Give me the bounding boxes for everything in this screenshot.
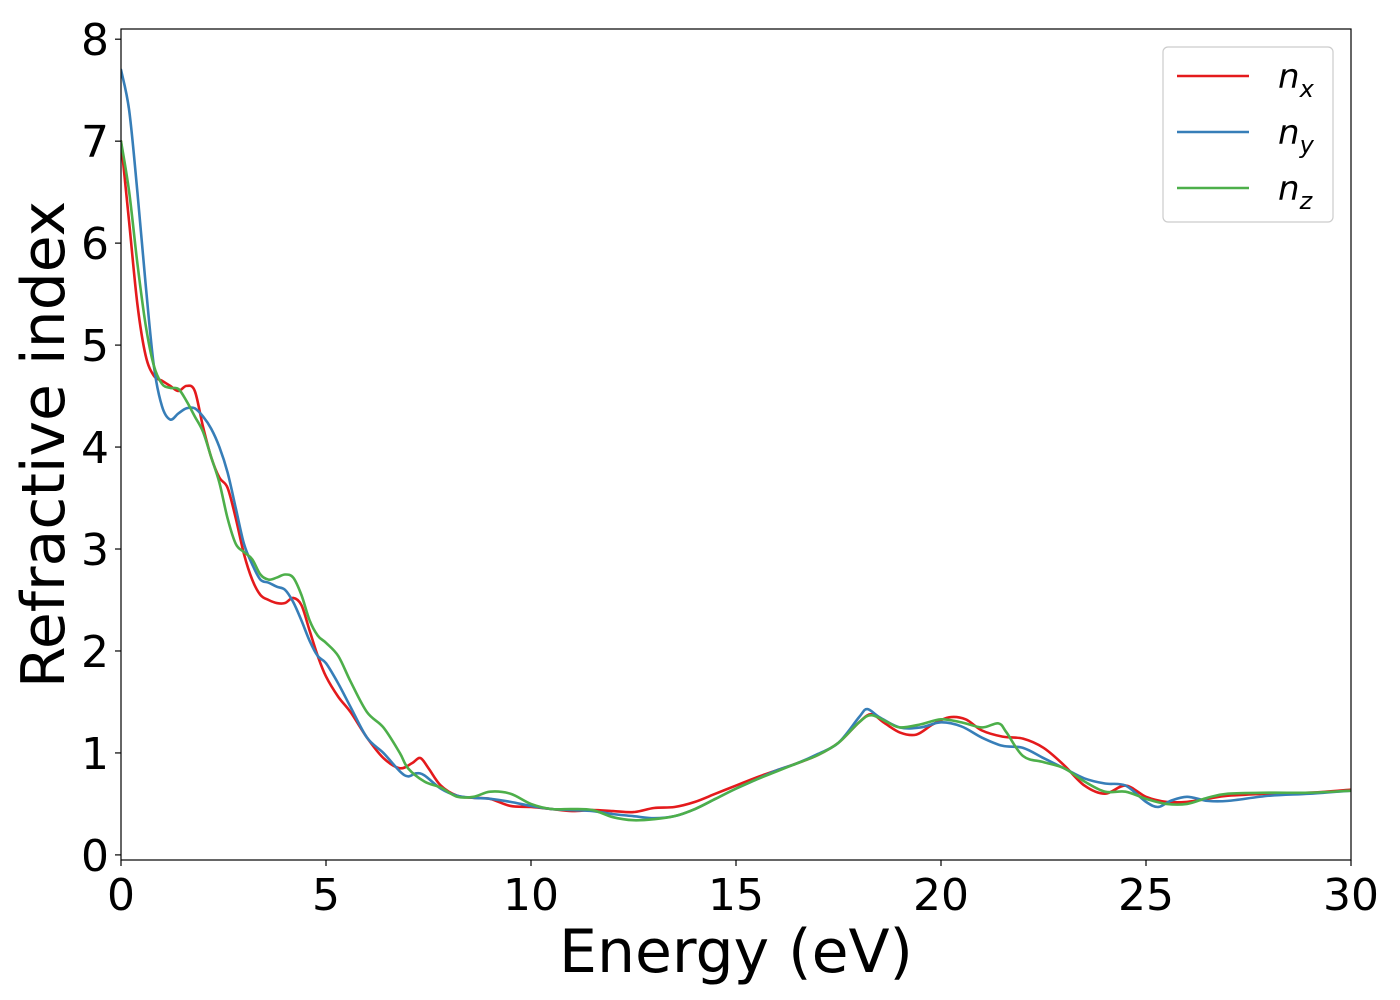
x-tick-label: 15 [708, 870, 764, 921]
x-tick-label: 30 [1323, 870, 1379, 921]
axes-frame [120, 28, 1352, 861]
legend-label-ny: ny [1278, 113, 1315, 159]
y-axis-label: Refractive index [9, 201, 79, 688]
series-line-ny [121, 68, 1351, 820]
x-tick-label: 25 [1118, 870, 1174, 921]
y-tick-label: 3 [81, 525, 109, 576]
y-tick-label: 2 [81, 627, 109, 678]
legend-label-nx: nx [1278, 57, 1315, 103]
series-line-nx [121, 139, 1351, 814]
legend-label-nz: nz [1278, 169, 1314, 215]
x-tick-label: 10 [503, 870, 559, 921]
x-tick-label: 5 [312, 870, 340, 921]
y-tick-label: 5 [81, 321, 109, 372]
y-tick-label: 6 [81, 219, 109, 270]
legend: nx ny nz [1162, 46, 1334, 223]
series-line-nz [121, 139, 1351, 822]
x-tick-label: 0 [107, 870, 135, 921]
y-tick-label: 7 [81, 117, 109, 168]
legend-box [1162, 46, 1334, 223]
y-tick-label: 1 [81, 729, 109, 780]
y-tick-label: 4 [81, 423, 109, 474]
y-tick-label: 0 [81, 831, 109, 882]
ticks-layer: 0 5 10 15 20 25 30 0 1 2 3 4 5 6 7 8 [81, 15, 1379, 921]
x-tick-label: 20 [913, 870, 969, 921]
x-axis-label: Energy (eV) [559, 917, 913, 987]
plot-layer [121, 68, 1351, 822]
y-tick-label: 8 [81, 15, 109, 66]
